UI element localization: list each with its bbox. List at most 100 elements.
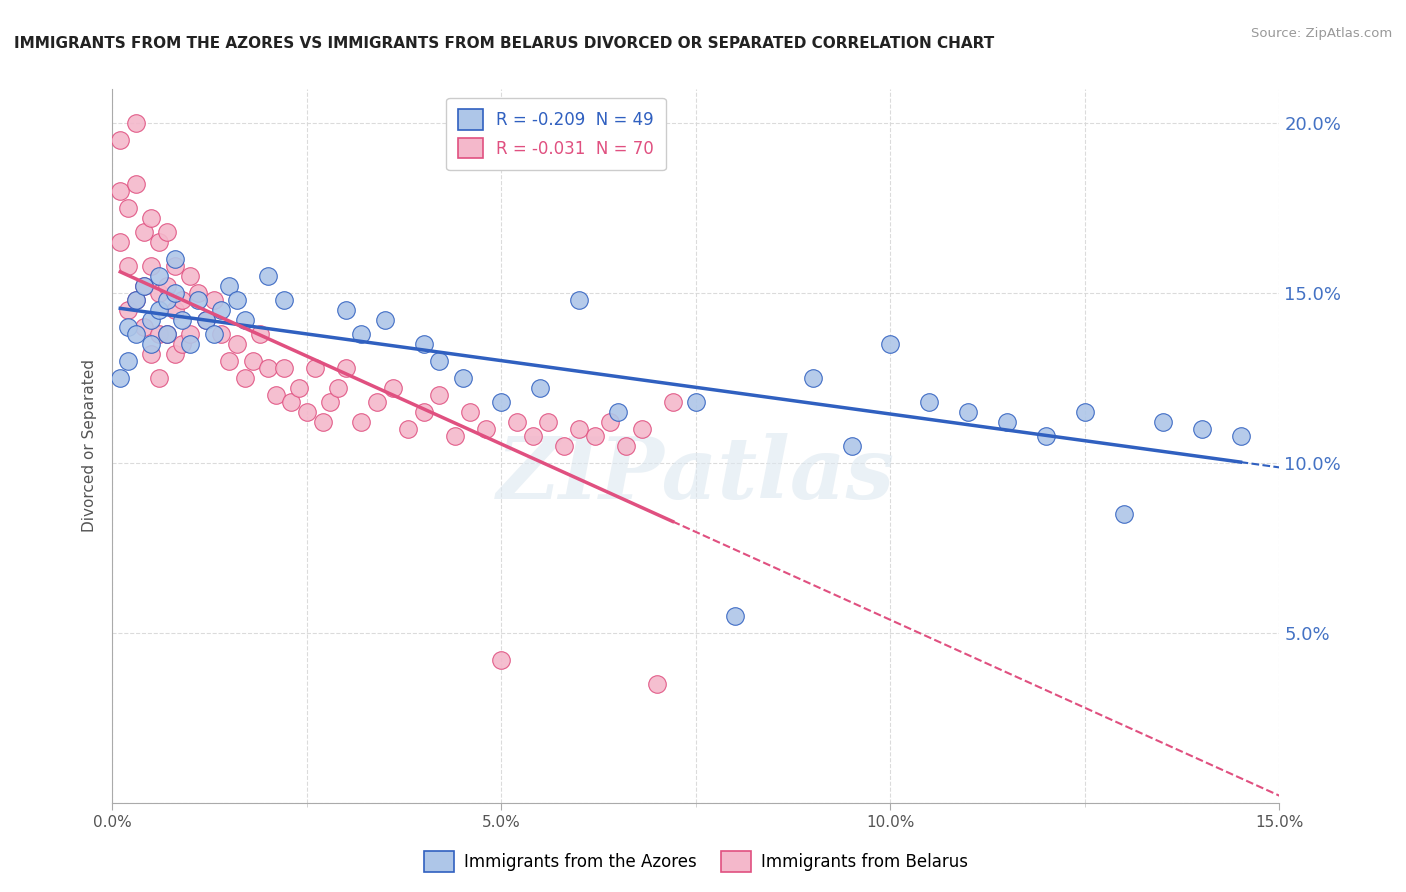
Point xyxy=(163,259,186,273)
Point xyxy=(427,388,450,402)
Point xyxy=(553,439,575,453)
Point xyxy=(1152,415,1174,429)
Point xyxy=(117,354,139,368)
Point xyxy=(568,422,591,436)
Point xyxy=(218,354,240,368)
Point xyxy=(568,293,591,307)
Point xyxy=(110,235,132,249)
Point xyxy=(187,293,209,307)
Point xyxy=(148,371,170,385)
Point xyxy=(148,326,170,341)
Point xyxy=(412,337,434,351)
Point xyxy=(163,252,186,266)
Point xyxy=(148,286,170,301)
Text: ZIPatlas: ZIPatlas xyxy=(496,433,896,516)
Point xyxy=(179,269,201,284)
Point xyxy=(685,394,707,409)
Point xyxy=(156,225,179,239)
Point xyxy=(475,422,498,436)
Point xyxy=(202,293,225,307)
Point xyxy=(110,371,132,385)
Point xyxy=(194,313,217,327)
Point xyxy=(661,394,683,409)
Point xyxy=(607,405,630,419)
Point xyxy=(202,326,225,341)
Point xyxy=(311,415,333,429)
Point xyxy=(148,235,170,249)
Point xyxy=(257,360,280,375)
Point xyxy=(233,313,256,327)
Y-axis label: Divorced or Separated: Divorced or Separated xyxy=(82,359,97,533)
Point xyxy=(141,337,163,351)
Point xyxy=(172,337,194,351)
Point xyxy=(537,415,560,429)
Point xyxy=(156,326,179,341)
Point xyxy=(273,293,295,307)
Point xyxy=(1229,429,1251,443)
Point xyxy=(879,337,901,351)
Point xyxy=(141,259,163,273)
Point xyxy=(125,293,148,307)
Point xyxy=(117,259,139,273)
Point xyxy=(295,405,318,419)
Point xyxy=(163,347,186,361)
Point xyxy=(451,371,474,385)
Point xyxy=(125,293,148,307)
Point xyxy=(125,326,148,341)
Point xyxy=(319,394,342,409)
Point xyxy=(280,394,302,409)
Point xyxy=(141,347,163,361)
Point xyxy=(335,360,357,375)
Point xyxy=(273,360,295,375)
Point xyxy=(172,313,194,327)
Point xyxy=(264,388,287,402)
Point xyxy=(233,371,256,385)
Point xyxy=(209,303,232,318)
Point xyxy=(724,608,747,623)
Point xyxy=(132,279,155,293)
Point xyxy=(995,415,1018,429)
Point xyxy=(148,303,170,318)
Point xyxy=(350,326,373,341)
Point xyxy=(335,303,357,318)
Point xyxy=(242,354,264,368)
Point xyxy=(957,405,980,419)
Point xyxy=(141,211,163,226)
Point xyxy=(288,381,311,395)
Point xyxy=(110,184,132,198)
Point xyxy=(630,422,652,436)
Point xyxy=(599,415,621,429)
Point xyxy=(226,337,249,351)
Point xyxy=(918,394,941,409)
Point xyxy=(374,313,396,327)
Point xyxy=(841,439,863,453)
Point xyxy=(172,293,194,307)
Point xyxy=(1191,422,1213,436)
Point xyxy=(491,394,513,409)
Point xyxy=(117,201,139,215)
Point xyxy=(163,303,186,318)
Legend: Immigrants from the Azores, Immigrants from Belarus: Immigrants from the Azores, Immigrants f… xyxy=(415,843,977,880)
Point xyxy=(460,405,482,419)
Point xyxy=(141,313,163,327)
Point xyxy=(179,337,201,351)
Point xyxy=(522,429,544,443)
Point xyxy=(412,405,434,419)
Point xyxy=(491,653,513,667)
Point xyxy=(1035,429,1057,443)
Point xyxy=(132,225,155,239)
Point xyxy=(801,371,824,385)
Point xyxy=(117,303,139,318)
Point xyxy=(148,269,170,284)
Point xyxy=(156,293,179,307)
Text: Source: ZipAtlas.com: Source: ZipAtlas.com xyxy=(1251,27,1392,40)
Point xyxy=(156,326,179,341)
Point xyxy=(249,326,271,341)
Point xyxy=(110,133,132,147)
Point xyxy=(125,178,148,192)
Point xyxy=(583,429,606,443)
Point xyxy=(1112,507,1135,521)
Point xyxy=(366,394,388,409)
Point xyxy=(381,381,404,395)
Point xyxy=(209,326,232,341)
